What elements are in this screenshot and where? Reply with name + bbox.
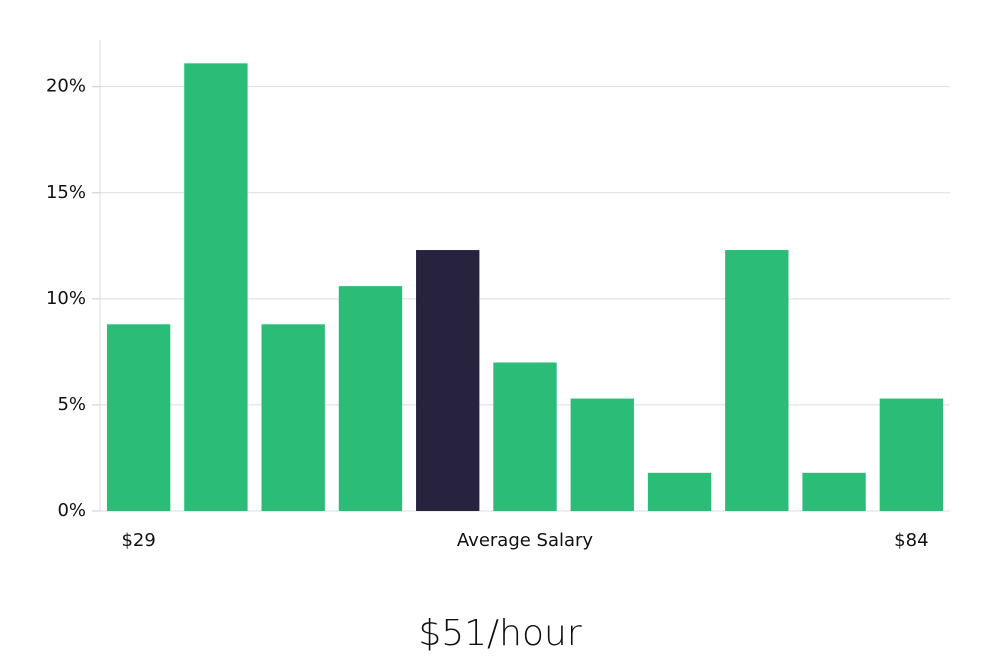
bar [647, 472, 712, 511]
x-tick-label: $84 [894, 530, 928, 551]
bar [879, 398, 944, 511]
x-axis-annotation: Average Salary [457, 530, 594, 551]
bar [493, 362, 557, 511]
y-tick-label: 0% [57, 500, 86, 521]
y-tick-label: 15% [46, 182, 86, 203]
bar [725, 250, 789, 512]
y-tick-label: 10% [46, 288, 86, 309]
bar [338, 286, 403, 511]
bar [261, 324, 325, 511]
y-tick-label: 20% [46, 76, 86, 97]
bar [184, 63, 248, 512]
bar [416, 250, 480, 512]
x-tick-label: $29 [121, 530, 155, 551]
y-tick-label: 5% [57, 394, 86, 415]
bar [802, 472, 866, 511]
bar [106, 324, 171, 511]
bar [570, 398, 634, 511]
average-salary: $51/hour [418, 613, 582, 654]
